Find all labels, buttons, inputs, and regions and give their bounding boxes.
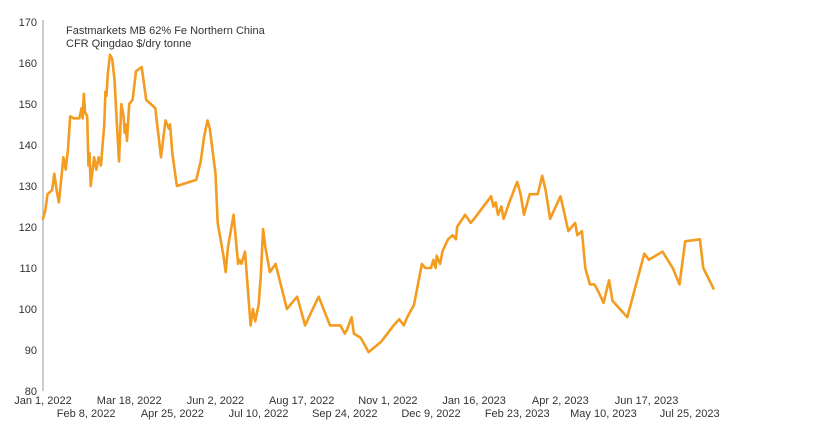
x-tick-label: Jul 25, 2023	[660, 408, 720, 420]
y-tick-label: 90	[25, 345, 37, 357]
x-tick-label: Feb 8, 2022	[57, 408, 116, 420]
y-tick-label: 140	[19, 140, 37, 152]
x-tick-label: Feb 23, 2023	[485, 408, 550, 420]
y-axis: 80 90 100 110 120 130 140 150 160 170	[19, 17, 44, 398]
x-tick-label: Jul 10, 2022	[229, 408, 289, 420]
y-tick-label: 130	[19, 181, 37, 193]
y-tick-label: 160	[19, 58, 37, 70]
x-tick-label: Apr 2, 2023	[532, 395, 589, 407]
x-tick-label: Jan 1, 2022	[14, 395, 72, 407]
x-tick-label: Dec 9, 2022	[401, 408, 460, 420]
y-tick-label: 170	[19, 17, 37, 29]
y-tick-label: 100	[19, 304, 37, 316]
x-tick-label: Mar 18, 2022	[97, 395, 162, 407]
x-tick-label: Aug 17, 2022	[269, 395, 334, 407]
chart-title: Fastmarkets MB 62% Fe Northern China CFR…	[66, 25, 266, 50]
series-line	[41, 53, 715, 354]
x-tick-label: Apr 25, 2022	[141, 408, 204, 420]
x-tick-label: May 10, 2023	[570, 408, 637, 420]
x-tick-label: Nov 1, 2022	[358, 395, 417, 407]
y-tick-label: 80	[25, 386, 37, 398]
chart-title-line-2: CFR Qingdao $/dry tonne	[66, 38, 191, 50]
y-tick-label: 110	[19, 263, 37, 275]
x-tick-label: Jan 16, 2023	[442, 395, 506, 407]
x-tick-label: Jun 2, 2022	[187, 395, 245, 407]
x-tick-label: Sep 24, 2022	[312, 408, 377, 420]
y-tick-label: 120	[19, 222, 37, 234]
chart-title-line-1: Fastmarkets MB 62% Fe Northern China	[66, 25, 266, 37]
x-tick-label: Jun 17, 2023	[615, 395, 679, 407]
series-group	[41, 53, 715, 354]
y-tick-label: 150	[19, 99, 37, 111]
